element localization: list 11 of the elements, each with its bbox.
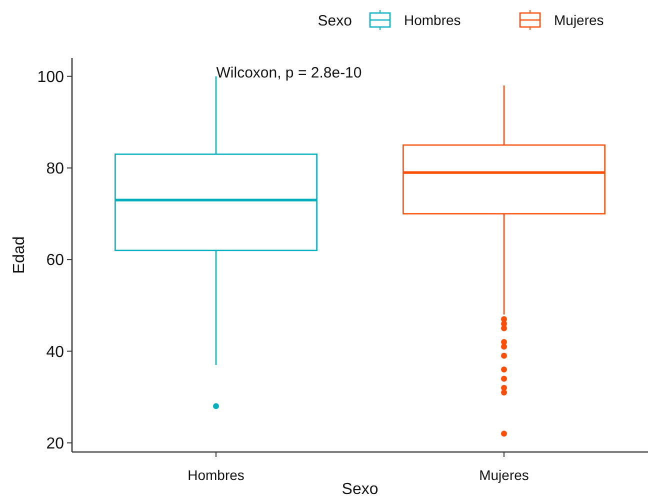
y-tick-label: 20 <box>46 435 64 452</box>
legend-label: Hombres <box>404 12 461 28</box>
annotation: Wilcoxon, p = 2.8e-10 <box>216 64 362 82</box>
legend-label: Mujeres <box>554 12 604 28</box>
y-tick-label: 60 <box>46 252 64 270</box>
y-tick-label: 40 <box>46 344 64 361</box>
y-tick-label: 100 <box>37 68 64 86</box>
x-axis-title: Sexo <box>342 481 378 498</box>
y-axis-title: Edad <box>11 236 28 274</box>
y-tick-label: 80 <box>46 160 64 178</box>
legend-title: Sexo <box>318 12 352 30</box>
